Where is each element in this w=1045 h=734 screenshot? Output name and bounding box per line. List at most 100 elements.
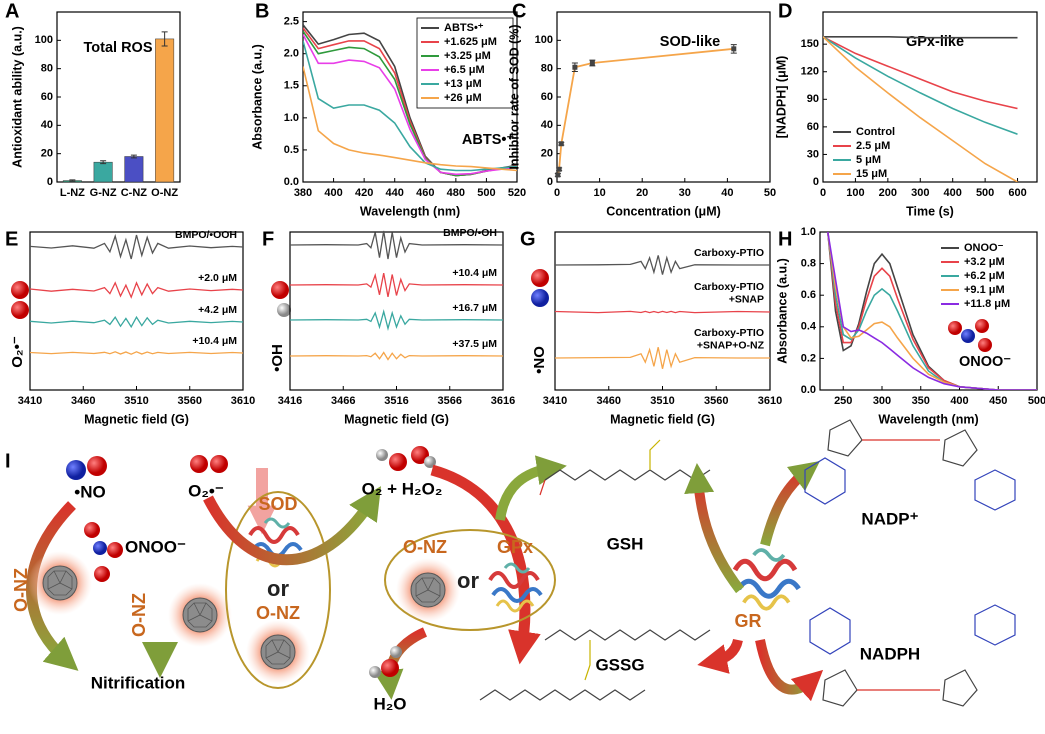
x-tick-label: 100 xyxy=(846,187,864,199)
gpx-protein xyxy=(488,562,543,613)
spectrum-label: +2.0 μM xyxy=(198,272,237,284)
y-tick-label: 80 xyxy=(541,63,553,75)
onoo-molecule xyxy=(84,522,123,582)
legend-label: +3.2 μM xyxy=(964,256,1005,268)
panel-label: F xyxy=(262,228,274,250)
x-tick-label: 3460 xyxy=(597,395,621,407)
nanozyme xyxy=(167,582,233,648)
axes-frame xyxy=(822,11,1038,183)
gssg-structure xyxy=(479,629,711,701)
axes-frame xyxy=(819,231,1038,391)
water-molecule xyxy=(369,646,402,678)
panel-label: B xyxy=(255,0,269,22)
panel-label: H xyxy=(778,228,792,250)
gr-label: GR xyxy=(735,611,762,631)
spectrum-label: +10.4 μM xyxy=(192,335,237,347)
annotation: SOD-like xyxy=(660,34,720,50)
x-tick-label: 3410 xyxy=(543,395,567,407)
spectrum-label: Carboxy-PTIO xyxy=(694,247,764,259)
arrow xyxy=(697,638,743,674)
y-axis-title: •NO xyxy=(531,346,548,374)
products-label: O₂ + H₂O₂ xyxy=(362,479,443,498)
marker xyxy=(556,166,562,172)
x-tick-label: 0 xyxy=(820,187,826,199)
x-axis-title: Time (s) xyxy=(906,204,954,218)
nitric-oxide-icon xyxy=(531,269,549,307)
spectrum-label: Carboxy-PTIO +SNAP+O-NZ xyxy=(694,327,765,352)
h2o2-molecule xyxy=(376,446,436,471)
x-tick-label: 600 xyxy=(1008,187,1026,199)
x-tick-label: 250 xyxy=(834,395,852,407)
y-tick-label: 100 xyxy=(535,34,553,46)
annotation: ONOO⁻ xyxy=(959,354,1011,370)
spectrum-label: BMPO/•OOH xyxy=(175,229,237,241)
arrow xyxy=(684,463,744,594)
x-tick-label: 3616 xyxy=(491,395,515,407)
nadph-label: NADPH xyxy=(860,644,920,663)
y-axis-title: Antioxidant ability (a.u.) xyxy=(10,26,24,168)
legend-label: +13 μM xyxy=(444,78,482,90)
superoxide-icon xyxy=(11,281,29,319)
spectrum-line xyxy=(554,310,771,314)
series-line xyxy=(823,36,1018,135)
axes-frame xyxy=(302,11,518,183)
series-line xyxy=(557,47,734,176)
y-tick-label: 60 xyxy=(807,121,819,133)
spectrum-line xyxy=(29,351,244,355)
spectrum-line xyxy=(29,315,244,329)
panel-label: E xyxy=(5,228,18,250)
marker xyxy=(555,172,561,178)
x-tick-label: O-NZ xyxy=(151,187,178,199)
nanozyme xyxy=(245,619,311,685)
error-bar xyxy=(130,154,137,159)
x-tick-label: 3460 xyxy=(71,395,95,407)
y-tick-label: 0 xyxy=(547,176,553,188)
y-tick-label: 150 xyxy=(801,38,819,50)
x-tick-label: 380 xyxy=(294,187,312,199)
marker xyxy=(731,46,737,52)
x-tick-label: 30 xyxy=(679,187,691,199)
nadp-structure xyxy=(804,419,1016,511)
y-tick-label: 20 xyxy=(541,148,553,160)
arrow xyxy=(430,464,541,665)
series-line xyxy=(303,34,517,176)
y-tick-label: 2.0 xyxy=(284,48,299,60)
water-label: H₂O xyxy=(373,694,406,713)
y-tick-label: 0.0 xyxy=(801,384,816,396)
y-tick-label: 30 xyxy=(807,148,819,160)
y-axis-title: •OH xyxy=(269,344,286,372)
gssg-label: GSSG xyxy=(595,655,644,674)
arrow xyxy=(755,639,824,702)
y-tick-label: 1.0 xyxy=(801,226,816,238)
x-tick-label: 500 xyxy=(477,187,495,199)
nanozyme xyxy=(27,550,93,616)
error-bar xyxy=(69,179,76,182)
gsh-label: GSH xyxy=(607,534,644,553)
y-axis-title: Absorbance (a.u.) xyxy=(775,258,789,364)
x-tick-label: 3566 xyxy=(438,395,462,407)
legend-label: +6.5 μM xyxy=(444,64,485,76)
legend-label: +11.8 μM xyxy=(964,298,1010,310)
x-tick-label: 400 xyxy=(324,187,342,199)
y-tick-label: 0.0 xyxy=(284,176,299,188)
x-tick-label: 440 xyxy=(386,187,404,199)
x-tick-label: 200 xyxy=(879,187,897,199)
panel-label: C xyxy=(512,0,526,22)
x-axis-title: Magnetic field (G) xyxy=(84,412,189,426)
arrow xyxy=(373,627,428,700)
x-tick-label: 500 xyxy=(1028,395,1045,407)
series-line xyxy=(827,232,1037,390)
spectrum-line xyxy=(289,351,504,361)
bar xyxy=(155,38,175,183)
x-tick-label: L-NZ xyxy=(60,187,85,199)
series-line xyxy=(823,36,1018,182)
or-label: or xyxy=(267,576,289,601)
arrow xyxy=(495,455,567,521)
spectrum-label: +4.2 μM xyxy=(198,304,237,316)
gpx-label: GPx xyxy=(497,537,533,557)
bar xyxy=(124,156,144,183)
marker xyxy=(572,64,578,70)
y-tick-label: 0 xyxy=(813,176,819,188)
x-tick-label: 480 xyxy=(447,187,465,199)
